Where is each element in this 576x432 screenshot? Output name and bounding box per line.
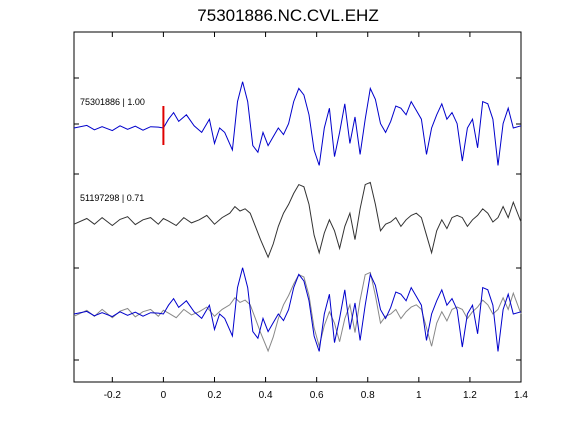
trace-correlated-line bbox=[73, 181, 522, 259]
x-tick-label: 0 bbox=[161, 390, 167, 401]
trace-overlay-gray-line bbox=[73, 271, 522, 353]
trace-overlay-blue-line bbox=[73, 267, 522, 352]
x-tick-label: 0.4 bbox=[259, 390, 273, 401]
x-tick-label: 0.8 bbox=[361, 390, 375, 401]
x-tick-label: -0.2 bbox=[104, 390, 122, 401]
x-tick-label: 0.2 bbox=[208, 390, 222, 401]
trace-label-master: 75301886 | 1.00 bbox=[80, 97, 145, 107]
trace-label-correlated: 51197298 | 0.71 bbox=[80, 193, 144, 203]
plot-frame bbox=[73, 31, 522, 383]
x-tick-label: 1 bbox=[416, 390, 422, 401]
trace-master-line bbox=[73, 81, 522, 166]
x-tick-label: 0.6 bbox=[310, 390, 324, 401]
x-tick-label: 1.4 bbox=[514, 390, 528, 401]
x-tick-label: 1.2 bbox=[463, 390, 477, 401]
chart-title: 75301886.NC.CVL.EHZ bbox=[197, 6, 379, 25]
